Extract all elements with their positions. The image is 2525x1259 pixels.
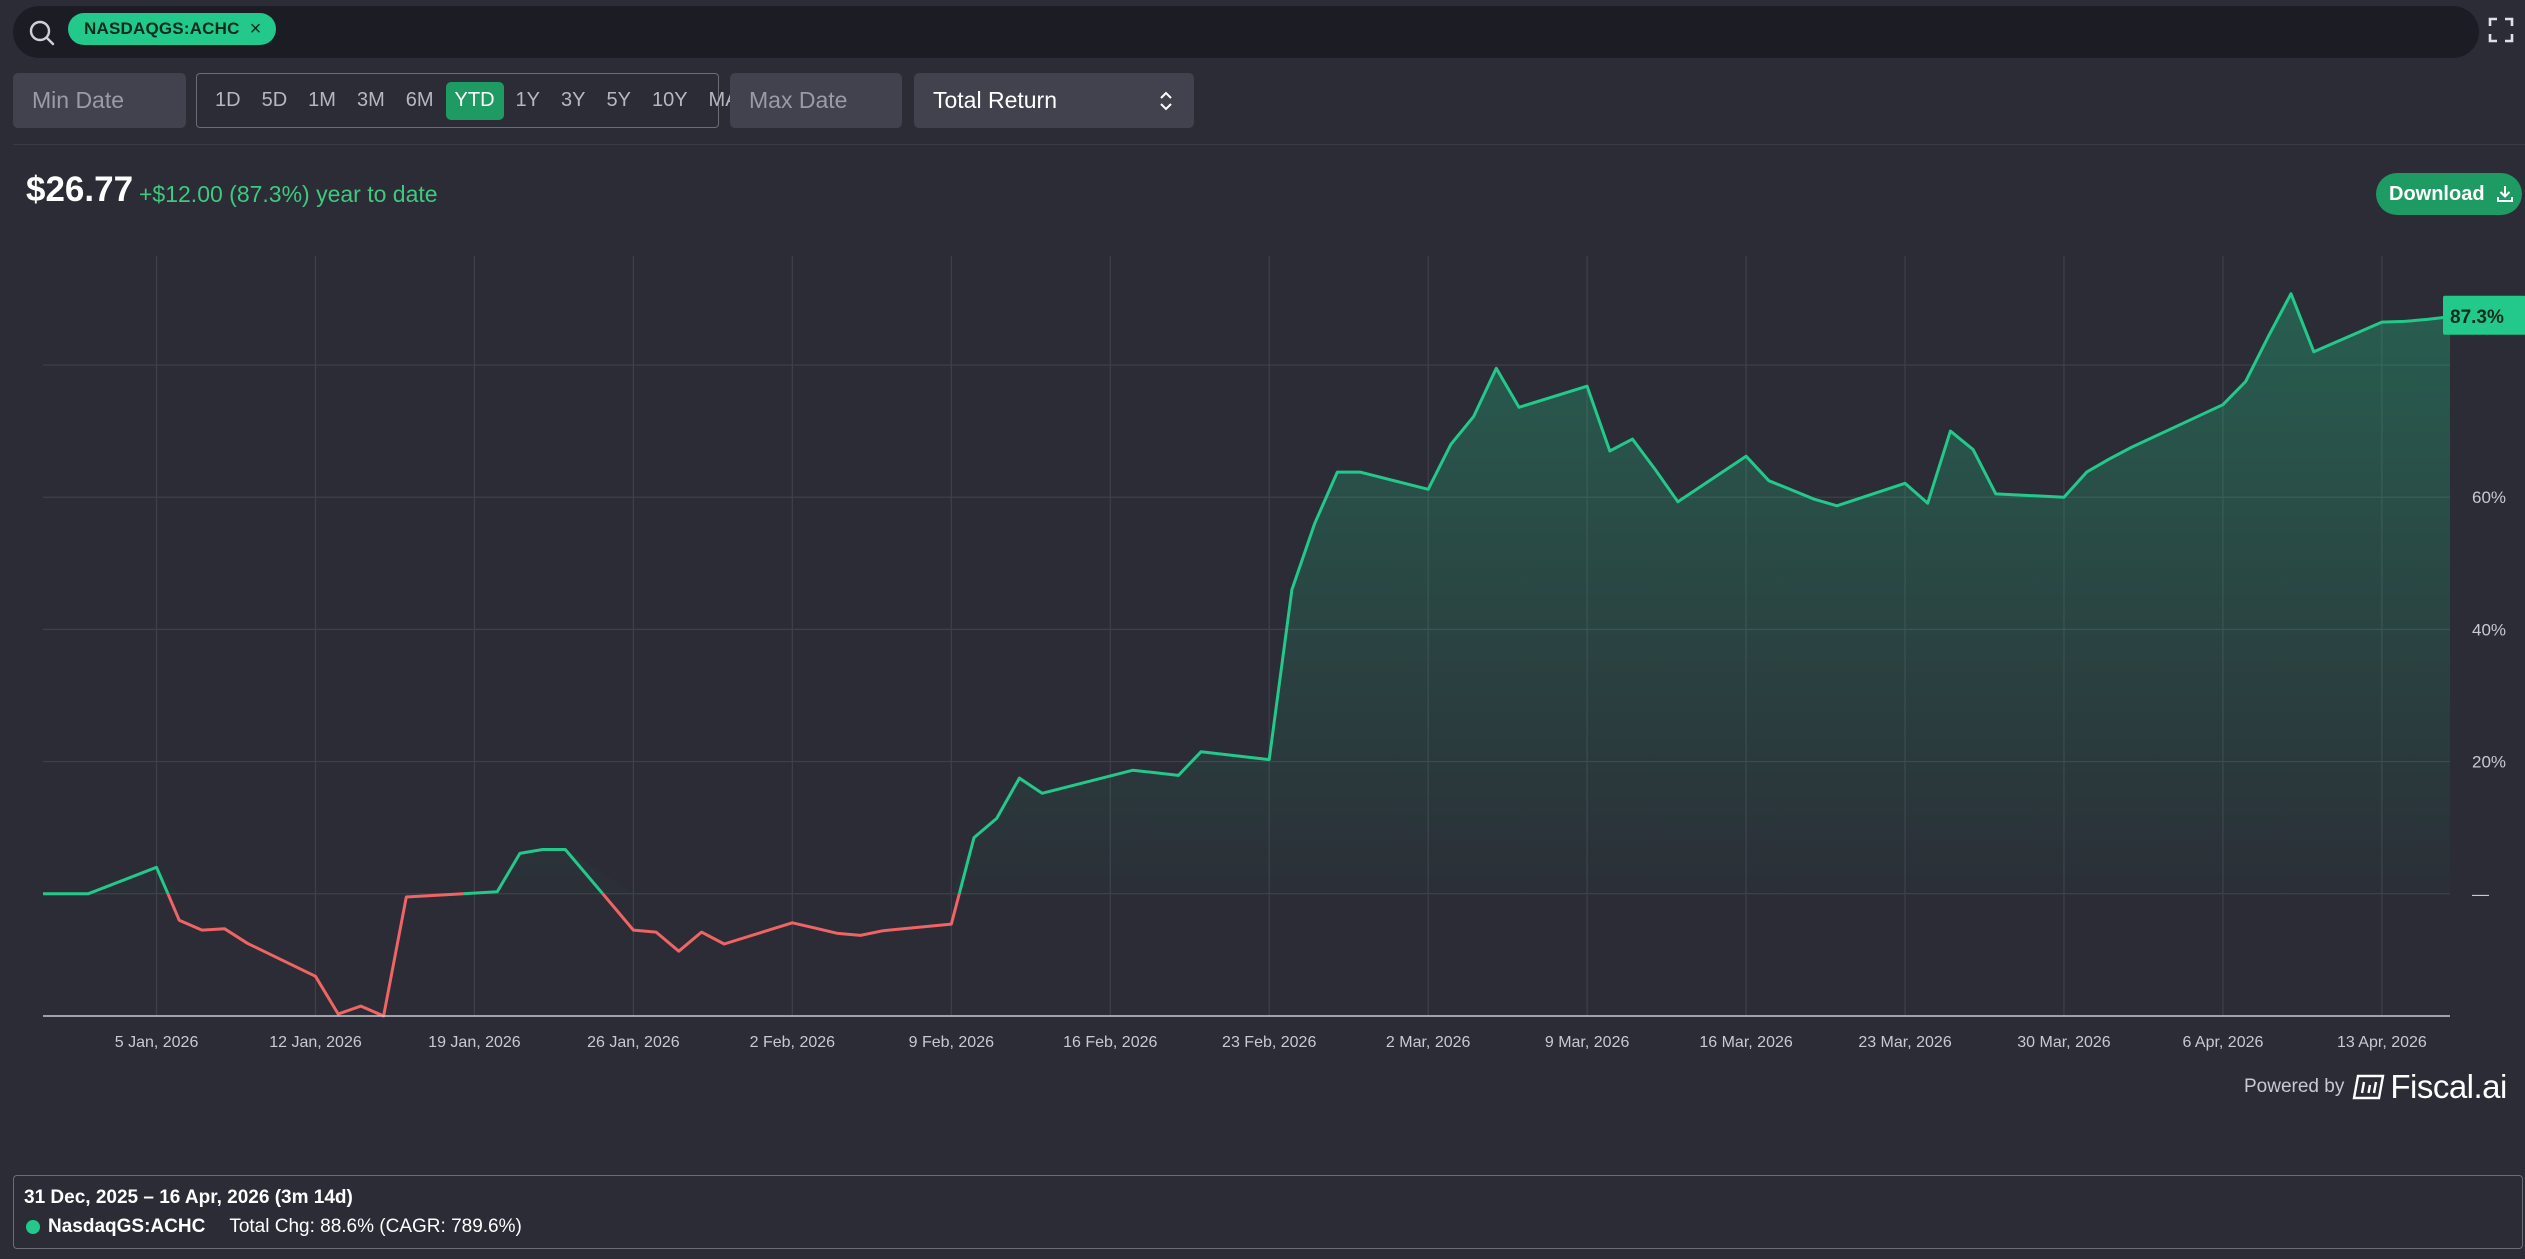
range-button-1d[interactable]: 1D	[215, 89, 241, 111]
summary-panel: 31 Dec, 2025 – 16 Apr, 2026 (3m 14d) Nas…	[13, 1175, 2523, 1249]
download-label: Download	[2389, 182, 2485, 205]
metric-select[interactable]: Total Return	[914, 73, 1194, 128]
series-segment-positive	[43, 865, 170, 896]
download-button[interactable]: Download	[2376, 173, 2522, 215]
x-axis-tick-labels: 5 Jan, 2026 12 Jan, 2026 19 Jan, 2026 26 Ja…	[115, 1034, 2427, 1051]
range-button-1y[interactable]: 1Y	[515, 89, 541, 111]
search-icon	[29, 20, 55, 46]
last-value-label: 87.3%	[2450, 307, 2504, 328]
return-series-line	[43, 292, 2451, 1018]
max-date-placeholder: Max Date	[749, 87, 848, 113]
summary-date-range: 31 Dec, 2025 – 16 Apr, 2026 (3m 14d)	[24, 1187, 353, 1208]
legend-dot-icon	[26, 1220, 40, 1234]
x-tick-label: 16 Mar, 2026	[1699, 1034, 1793, 1051]
x-tick-label: 12 Jan, 2026	[269, 1034, 362, 1051]
summary-stats: Total Chg: 88.6% (CAGR: 789.6%)	[229, 1216, 522, 1237]
x-tick-label: 6 Apr, 2026	[2182, 1034, 2263, 1051]
series-segment-negative	[601, 892, 961, 953]
summary-legend-row: NasdaqGS:ACHC Total Chg: 88.6% (CAGR: 78…	[26, 1216, 522, 1238]
series-segment-negative	[166, 892, 464, 1018]
price-change: +$12.00 (87.3%) year to date	[139, 181, 438, 207]
x-tick-label: 23 Mar, 2026	[1858, 1034, 1952, 1051]
ticker-chip[interactable]: NASDAQGS:ACHC ×	[68, 13, 276, 45]
series-segment-positive	[463, 848, 604, 896]
legend-series-name: NasdaqGS:ACHC	[48, 1216, 206, 1237]
last-value-badge-bg	[2443, 295, 2525, 335]
return-area-fill	[43, 293, 2450, 894]
brand-name: Fiscal.ai	[2390, 1068, 2507, 1105]
min-date-input[interactable]: Min Date	[13, 73, 186, 128]
fullscreen-icon[interactable]	[2488, 17, 2514, 43]
y-tick-label: —	[2472, 885, 2489, 904]
x-tick-label: 23 Feb, 2026	[1222, 1034, 1316, 1051]
y-tick-label: 20%	[2472, 753, 2506, 772]
divider	[13, 144, 2525, 145]
last-value-badge: 87.3%	[2443, 295, 2525, 335]
x-tick-label: 19 Jan, 2026	[428, 1034, 521, 1051]
range-button-5y[interactable]: 5Y	[606, 89, 631, 111]
chevron-up-down-icon	[1160, 91, 1172, 111]
x-tick-label: 2 Feb, 2026	[750, 1034, 836, 1051]
min-date-placeholder: Min Date	[32, 87, 125, 113]
series-segment-positive	[957, 292, 2451, 895]
max-date-input[interactable]: Max Date	[730, 73, 902, 128]
y-axis-tick-labels: — 20% 40% 60%	[2472, 488, 2506, 904]
range-button-3m[interactable]: 3M	[356, 89, 385, 111]
search-bar[interactable]: NASDAQGS:ACHC ×	[13, 6, 2479, 58]
range-button-5d[interactable]: 5D	[261, 89, 288, 111]
x-tick-label: 9 Mar, 2026	[1545, 1034, 1630, 1051]
x-tick-label: 26 Jan, 2026	[587, 1034, 680, 1051]
x-tick-label: 5 Jan, 2026	[115, 1034, 199, 1051]
y-tick-label: 60%	[2472, 488, 2506, 507]
current-price: $26.77	[26, 170, 134, 209]
x-tick-label: 2 Mar, 2026	[1386, 1034, 1471, 1051]
y-tick-label: 40%	[2472, 620, 2506, 639]
powered-by[interactable]: Powered by Fiscal.ai	[2244, 1068, 2507, 1106]
download-icon	[2496, 186, 2513, 202]
metric-select-value: Total Return	[933, 87, 1058, 113]
range-button-6m[interactable]: 6M	[405, 89, 434, 111]
x-tick-label: 16 Feb, 2026	[1063, 1034, 1157, 1051]
fiscal-logo-icon	[2352, 1074, 2385, 1100]
powered-by-text: Powered by	[2244, 1076, 2345, 1097]
x-tick-label: 9 Feb, 2026	[909, 1034, 995, 1051]
x-tick-label: 30 Mar, 2026	[2017, 1034, 2111, 1051]
chip-close-icon[interactable]: ×	[249, 17, 262, 40]
range-button-ytd[interactable]: YTD	[445, 81, 504, 120]
range-button-10y[interactable]: 10Y	[651, 89, 688, 111]
x-tick-label: 13 Apr, 2026	[2337, 1034, 2427, 1051]
ticker-chip-label: NASDAQGS:ACHC	[84, 19, 240, 38]
range-button-1m[interactable]: 1M	[308, 89, 336, 111]
range-button-3y[interactable]: 3Y	[561, 89, 586, 111]
